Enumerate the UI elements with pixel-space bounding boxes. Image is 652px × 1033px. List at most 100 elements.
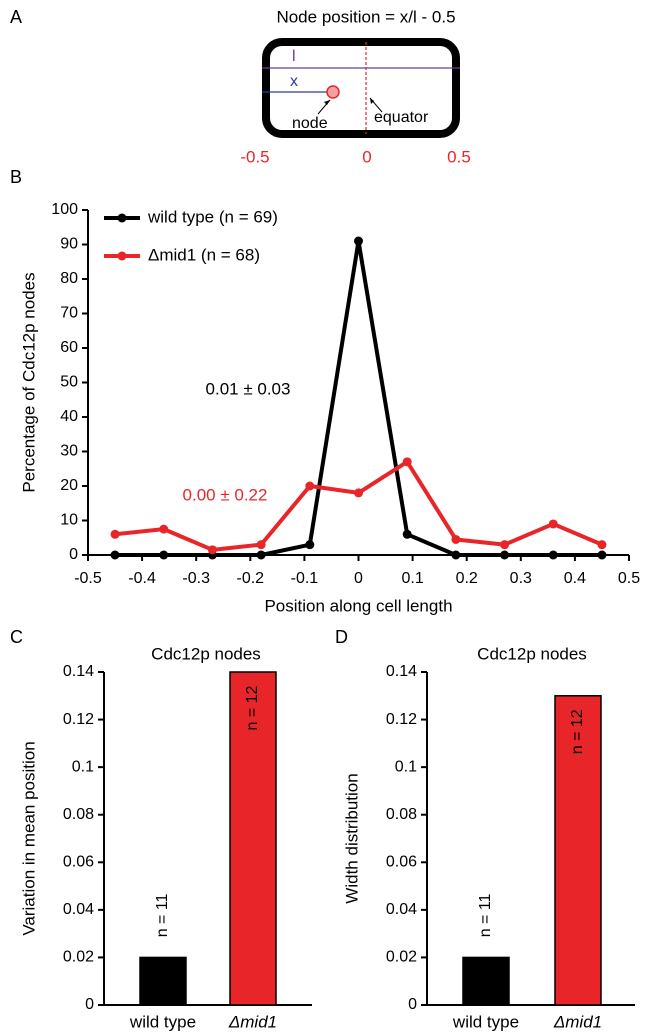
data-line	[114, 459, 603, 552]
bar-annotation: n = 12	[569, 709, 586, 754]
x-axis-label: Position along cell length	[264, 596, 452, 615]
data-point	[256, 540, 266, 550]
bar	[462, 956, 510, 1006]
y-axis-label: Variation in mean position	[19, 741, 38, 935]
x-tick-label: 0.2	[456, 570, 478, 587]
x-tick-label: 0.5	[618, 570, 640, 587]
y-tick-label: 30	[60, 443, 78, 460]
x-tick-label: 0	[354, 570, 363, 587]
y-tick-label: 0.04	[386, 901, 417, 918]
legend-marker	[117, 213, 127, 223]
chart-title: Cdc12p nodes	[477, 644, 587, 663]
arrow-head	[324, 100, 330, 105]
data-point	[402, 529, 412, 539]
y-tick-label: 20	[60, 477, 78, 494]
x-tick-label: 0.3	[510, 570, 532, 587]
y-tick-label: 0	[69, 546, 78, 563]
x-tick-label: -0.5	[74, 570, 102, 587]
node-label: node	[292, 115, 328, 132]
data-point	[597, 540, 607, 550]
panel-label: A	[10, 7, 22, 27]
y-tick-label: 80	[60, 270, 78, 287]
annotation: 0.00 ± 0.22	[183, 485, 268, 504]
bar-annotation: n = 11	[154, 893, 171, 937]
y-tick-label: 0.06	[63, 854, 94, 871]
x-tick-label: -0.2	[237, 570, 265, 587]
x-tick-label: wild type	[129, 1012, 196, 1031]
y-axis-label: Width distribution	[342, 773, 361, 903]
data-point	[500, 540, 510, 550]
data-point	[451, 550, 461, 560]
annotation: 0.01 ± 0.03	[206, 379, 291, 398]
y-tick-label: 0.14	[63, 663, 94, 680]
data-point	[110, 529, 120, 539]
bar	[229, 671, 277, 1006]
y-tick-label: 0.14	[386, 663, 417, 680]
y-tick-label: 0.1	[72, 758, 94, 775]
panel-label: C	[10, 627, 23, 647]
diagram: Node position = x/l - 0.5 l x node equat…	[240, 7, 470, 166]
bar-annotation: n = 11	[477, 893, 494, 937]
y-tick-label: 0.02	[386, 949, 417, 966]
y-tick-label: 0.12	[386, 711, 417, 728]
bar-annotation: n = 12	[244, 685, 261, 730]
data-point	[159, 524, 169, 534]
legend-label: Δmid1 (n = 68)	[148, 245, 260, 264]
data-point	[451, 534, 461, 544]
y-tick-label: 60	[60, 339, 78, 356]
data-point	[354, 488, 363, 498]
chart-title: Cdc12p nodes	[151, 644, 261, 663]
y-tick-label: 0.12	[63, 711, 94, 728]
data-point	[548, 550, 558, 560]
y-tick-label: 0.08	[63, 806, 94, 823]
x-tick-label: Δmid1	[553, 1012, 602, 1031]
x-tick-label: 0.1	[401, 570, 423, 587]
cell-outline	[262, 38, 460, 138]
x-tick-label: 0.4	[564, 570, 586, 587]
y-tick-label: 50	[60, 374, 78, 391]
panel-label: B	[10, 167, 22, 187]
data-point	[548, 519, 558, 529]
data-point	[305, 540, 315, 550]
y-tick-label: 100	[51, 201, 78, 218]
y-tick-label: 10	[60, 512, 78, 529]
y-tick-label: 0.02	[63, 949, 94, 966]
legend-label: wild type (n = 69)	[147, 207, 278, 226]
data-point	[305, 481, 315, 491]
bar	[554, 695, 602, 1006]
equator-label: equator	[374, 109, 429, 126]
x-tick-label: -0.1	[291, 570, 319, 587]
arrow-head	[370, 98, 374, 104]
y-tick-label: 40	[60, 408, 78, 425]
data-line	[115, 239, 602, 557]
panel-label: D	[335, 627, 348, 647]
diagram-title: Node position = x/l - 0.5	[276, 7, 455, 26]
y-tick-label: 0.04	[63, 901, 94, 918]
data-point	[110, 550, 120, 560]
data-point	[159, 550, 169, 560]
scale-label: 0.5	[447, 147, 471, 166]
y-tick-label: 0.08	[386, 806, 417, 823]
bar	[139, 956, 187, 1006]
scale-label: 0	[362, 147, 371, 166]
scale-label: -0.5	[240, 147, 269, 166]
y-tick-label: 90	[60, 236, 78, 253]
data-point	[207, 545, 217, 555]
data-point	[597, 550, 607, 560]
y-axis-label: Percentage of Cdc12p nodes	[19, 272, 38, 492]
legend-marker	[117, 251, 127, 261]
y-tick-label: 0.1	[395, 758, 417, 775]
data-point	[402, 457, 412, 467]
y-tick-label: 0.06	[386, 854, 417, 871]
y-tick-label: 70	[60, 305, 78, 322]
data-point	[256, 550, 266, 560]
data-point	[500, 550, 510, 560]
node-marker	[326, 85, 340, 99]
data-point	[354, 236, 363, 246]
x-tick-label: Δmid1	[228, 1012, 277, 1031]
y-tick-label: 0	[408, 996, 417, 1013]
y-tick-label: 0	[85, 996, 94, 1013]
x-tick-label: -0.4	[128, 570, 156, 587]
length-label: l	[292, 48, 296, 65]
